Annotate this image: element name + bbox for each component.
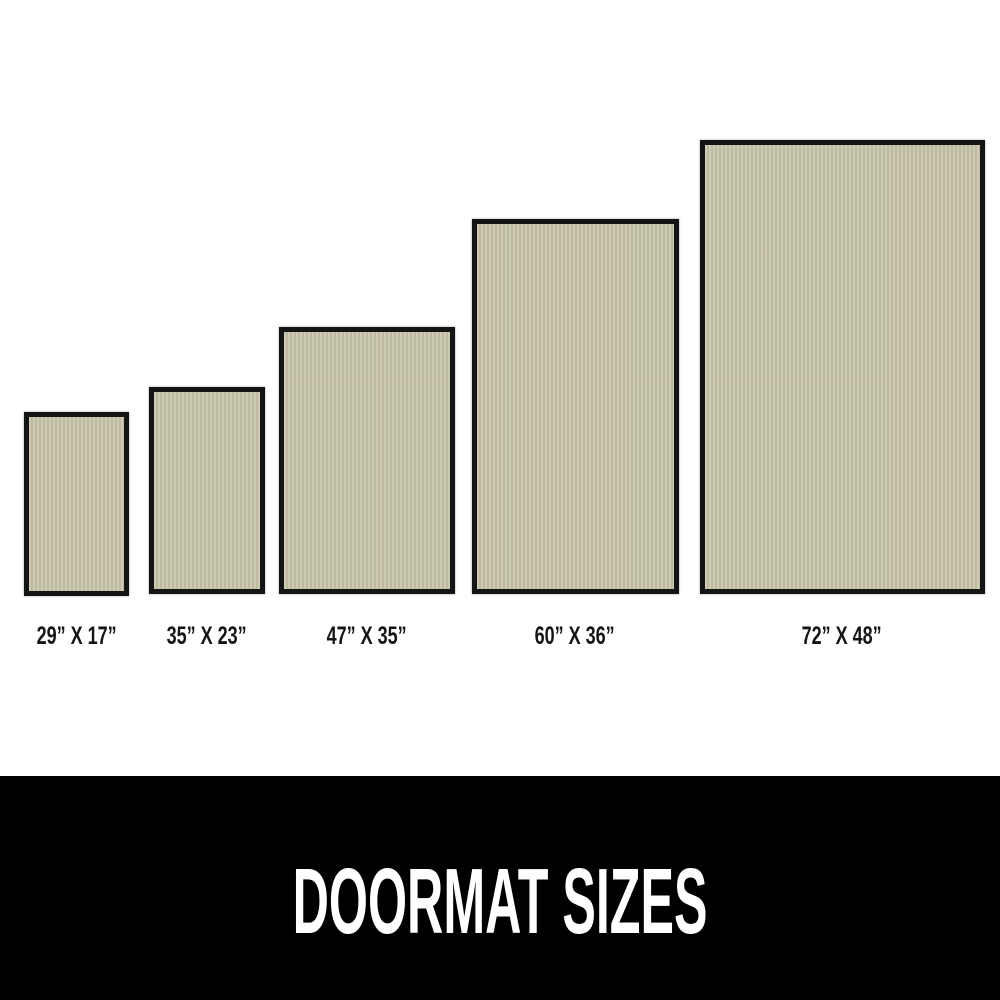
size-label: 60” X 36” — [534, 622, 616, 650]
doormat-60x36 — [472, 219, 679, 594]
size-label: 72” X 48” — [801, 622, 883, 650]
size-label: 35” X 23” — [166, 622, 248, 650]
size-label: 29” X 17” — [36, 622, 118, 650]
doormat-72x48 — [700, 140, 985, 594]
banner-title: DOORMAT SIZES — [292, 849, 708, 953]
doormat-29x17 — [24, 412, 129, 596]
size-label: 47” X 35” — [326, 622, 408, 650]
title-banner — [0, 776, 1000, 1000]
doormat-35x23 — [149, 387, 265, 594]
doormat-47x35 — [279, 327, 455, 594]
